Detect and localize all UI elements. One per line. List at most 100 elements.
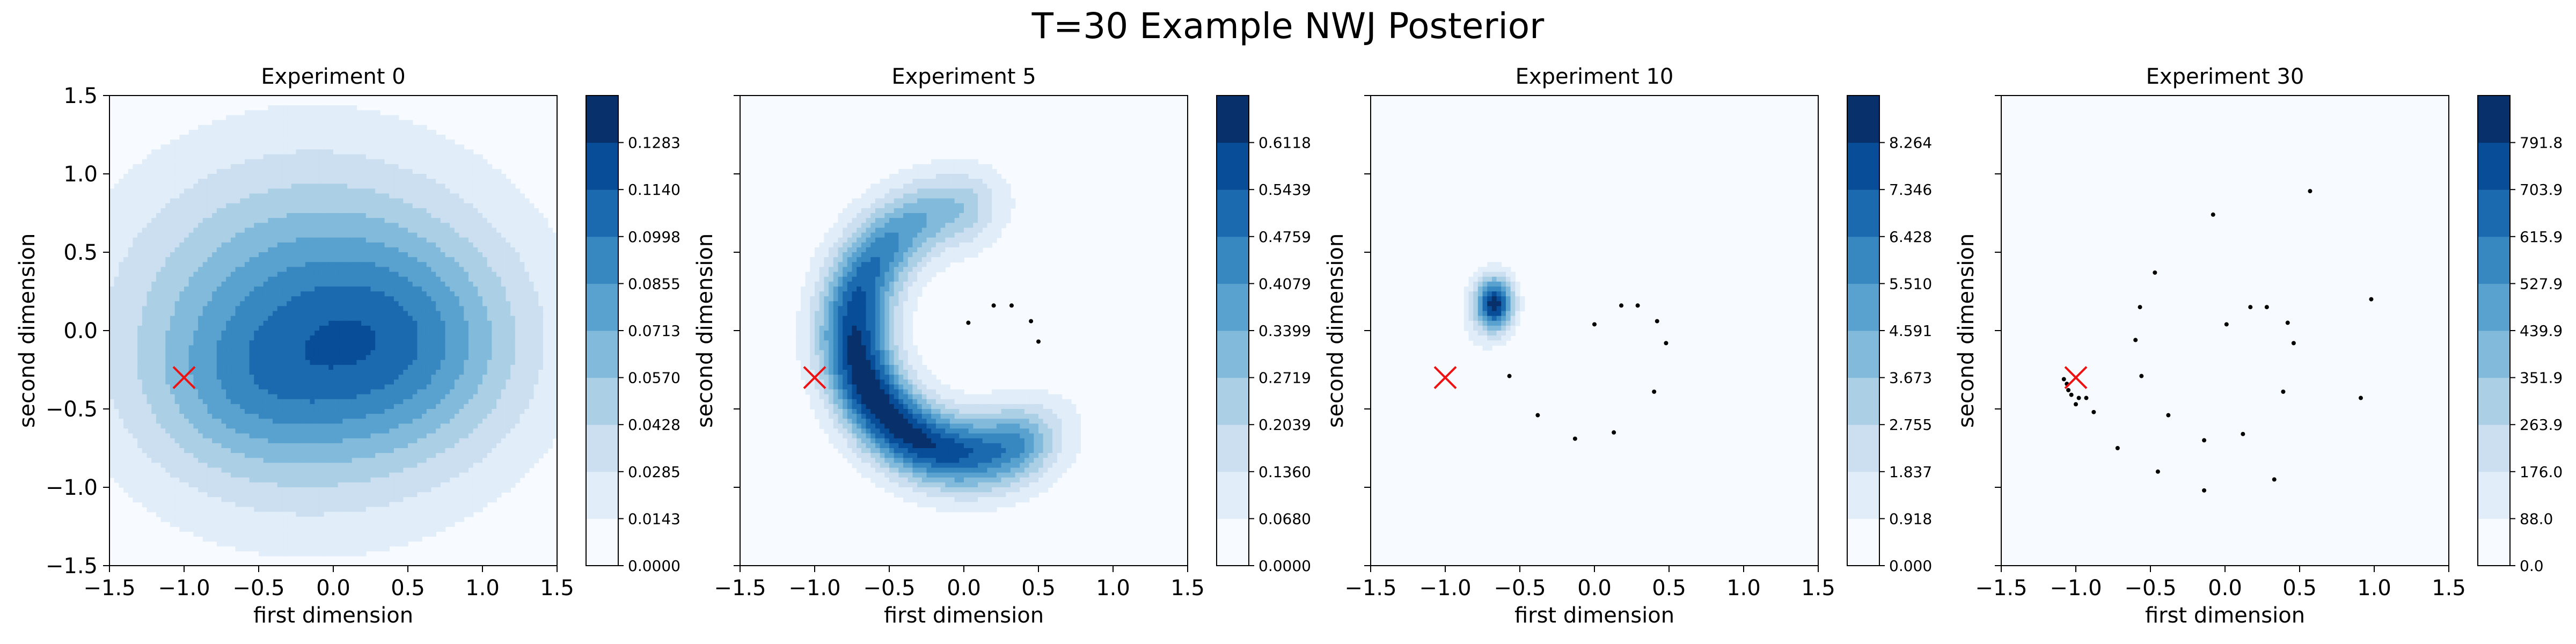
x-tick-label: −0.5 bbox=[863, 576, 915, 601]
colorbar-band bbox=[2478, 518, 2510, 566]
panel-3: Experiment 30 −1.5 −1.0 −0.5 0.0 0.5 1.0 1.5 fir… bbox=[1954, 64, 2563, 628]
design-point bbox=[2115, 446, 2120, 450]
colorbar-tick-label: 0.0428 bbox=[628, 416, 680, 434]
design-point bbox=[2066, 387, 2071, 392]
figure-title: T=30 Example NWJ Posterior bbox=[1031, 5, 1545, 47]
colorbar-band bbox=[1217, 425, 1249, 472]
design-point bbox=[2291, 341, 2296, 346]
y-tick-label: −1.0 bbox=[46, 475, 98, 500]
colorbar-tick-label: 0.3399 bbox=[1258, 322, 1311, 340]
colorbar-band bbox=[1847, 331, 1879, 378]
x-tick-label: −1.5 bbox=[83, 576, 135, 601]
plot-background bbox=[2001, 96, 2449, 566]
colorbar-tick-label: 0.6118 bbox=[1258, 134, 1311, 152]
colorbar-band bbox=[586, 518, 618, 566]
colorbar-tick-label: 1.837 bbox=[1889, 463, 1932, 481]
x-tick-label: 0.5 bbox=[2282, 576, 2317, 601]
design-point bbox=[1635, 303, 1640, 308]
colorbar-band bbox=[586, 331, 618, 378]
design-point bbox=[2241, 431, 2245, 436]
colorbar-tick-label: 0.5439 bbox=[1258, 181, 1311, 199]
y-tick-label: −0.5 bbox=[46, 397, 98, 422]
x-tick-label: 1.0 bbox=[465, 576, 500, 601]
colorbar: 0.0000 0.0680 0.1360 0.2039 0.2719 0.3399 0.40… bbox=[1216, 95, 1311, 575]
colorbar-band bbox=[586, 425, 618, 472]
x-tick-label: −1.0 bbox=[158, 576, 210, 601]
design-point bbox=[1664, 341, 1668, 346]
panel-title: Experiment 0 bbox=[261, 64, 405, 89]
colorbar-band bbox=[1847, 377, 1879, 425]
design-point bbox=[966, 320, 971, 325]
colorbar-tick-label: 0.0000 bbox=[628, 557, 680, 575]
x-axis-label: first dimension bbox=[2145, 603, 2305, 628]
y-tick-label: −1.5 bbox=[46, 554, 98, 579]
design-point bbox=[2153, 270, 2157, 275]
y-axis-label: second dimension bbox=[693, 233, 718, 428]
x-tick-label: 0.0 bbox=[1577, 576, 1612, 601]
x-axis-label: first dimension bbox=[253, 603, 413, 628]
colorbar-tick-label: 0.1283 bbox=[628, 134, 680, 152]
colorbar-tick-label: 439.9 bbox=[2520, 322, 2563, 340]
design-point bbox=[991, 303, 996, 308]
colorbar-tick-label: 0.2719 bbox=[1258, 369, 1311, 387]
colorbar-band bbox=[586, 471, 618, 519]
panel-title: Experiment 30 bbox=[2146, 64, 2304, 89]
x-tick-label: 0.5 bbox=[1021, 576, 1056, 601]
design-point bbox=[2272, 477, 2277, 482]
density-heatmap bbox=[796, 159, 1081, 513]
design-point bbox=[1535, 413, 1540, 418]
design-point bbox=[2369, 297, 2374, 302]
colorbar-tick-label: 0.1360 bbox=[1258, 463, 1311, 481]
true-parameter-marker bbox=[2064, 366, 2088, 390]
x-tick-label: −1.0 bbox=[788, 576, 840, 601]
colorbar: 0.0 88.0 176.0 263.9 351.9 439.9 527.9 615.9 703… bbox=[2477, 95, 2563, 575]
colorbar-tick-label: 703.9 bbox=[2520, 181, 2563, 199]
x-tick-label: 1.0 bbox=[2357, 576, 2391, 601]
panel-title: Experiment 5 bbox=[891, 64, 1036, 89]
design-point bbox=[2308, 189, 2312, 194]
panel-1: Experiment 5 −1.5 −1.0 −0.5 0.0 0.5 1.0 1.5 firs… bbox=[693, 64, 1311, 628]
design-point bbox=[1592, 322, 1597, 327]
y-tick-label: 0.0 bbox=[63, 319, 98, 343]
x-tick-label: 1.0 bbox=[1096, 576, 1130, 601]
design-point bbox=[2155, 469, 2160, 474]
colorbar-tick-label: 8.264 bbox=[1889, 134, 1932, 152]
colorbar-tick-label: 791.8 bbox=[2520, 134, 2563, 152]
colorbar-band bbox=[1217, 189, 1249, 237]
colorbar-tick-label: 0.0143 bbox=[628, 510, 680, 528]
design-point bbox=[1507, 374, 1512, 378]
colorbar-band bbox=[2478, 142, 2510, 190]
design-point bbox=[2248, 305, 2253, 310]
colorbar-tick-label: 7.346 bbox=[1889, 181, 1932, 199]
colorbar-band bbox=[1847, 142, 1879, 190]
design-point bbox=[1029, 319, 1034, 324]
y-tick-label: 1.0 bbox=[63, 162, 98, 187]
plot-background bbox=[1371, 96, 1818, 566]
colorbar-tick-label: 3.673 bbox=[1889, 369, 1932, 387]
colorbar-band bbox=[1217, 331, 1249, 378]
colorbar-band bbox=[2478, 471, 2510, 519]
colorbar-tick-label: 0.4079 bbox=[1258, 275, 1311, 292]
x-tick-label: −0.5 bbox=[232, 576, 284, 601]
colorbar-tick-label: 0.0855 bbox=[628, 275, 680, 292]
design-point bbox=[2138, 305, 2142, 310]
y-tick-label: 0.5 bbox=[63, 240, 98, 265]
y-axis-label: second dimension bbox=[15, 233, 40, 428]
design-point bbox=[2264, 305, 2269, 310]
design-point bbox=[2084, 396, 2089, 400]
colorbar-band bbox=[1217, 236, 1249, 284]
y-axis-label: second dimension bbox=[1954, 233, 1979, 428]
design-point bbox=[1619, 303, 1624, 308]
colorbar-band bbox=[1847, 236, 1879, 284]
x-tick-label: 0.5 bbox=[1652, 576, 1686, 601]
true-parameter-marker bbox=[1433, 366, 1457, 390]
design-point bbox=[2358, 396, 2363, 400]
colorbar-band bbox=[1847, 518, 1879, 566]
design-point bbox=[2211, 212, 2215, 217]
colorbar-tick-label: 0.0680 bbox=[1258, 510, 1311, 528]
colorbar-tick-label: 615.9 bbox=[2520, 228, 2563, 246]
design-point bbox=[2074, 402, 2078, 407]
density-heatmap bbox=[1463, 262, 1525, 351]
true-parameter-marker bbox=[172, 366, 196, 390]
